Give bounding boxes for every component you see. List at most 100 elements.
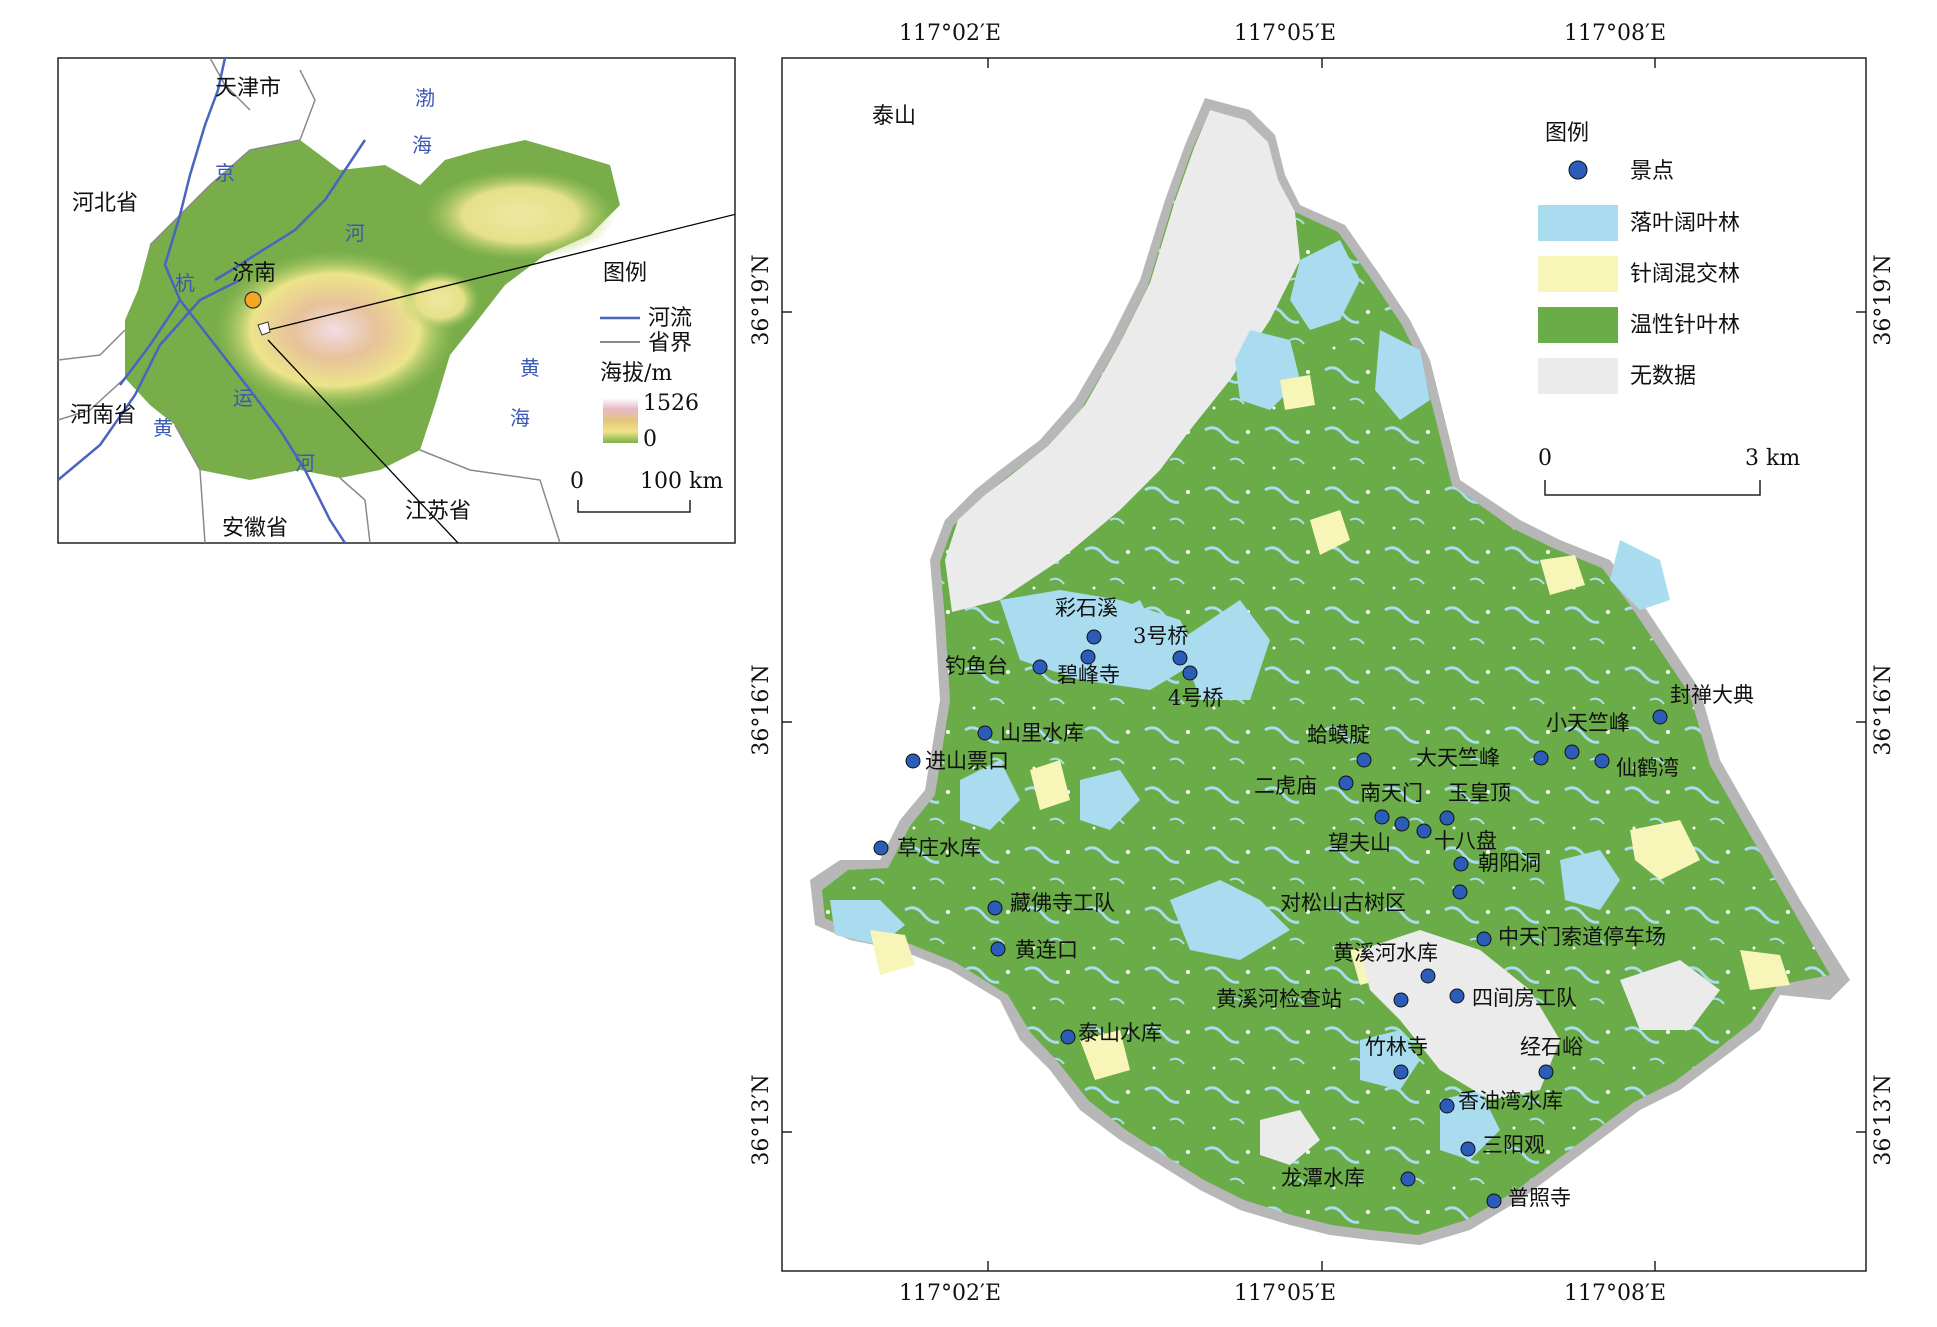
- spot-label: 龙潭水库: [1281, 1166, 1365, 1190]
- spot-marker: 普照寺: [1486, 1186, 1571, 1210]
- axis-right-3: 36°13′N: [1871, 1074, 1896, 1165]
- label-huanghai-1: 黄: [520, 356, 540, 380]
- label-jinghang-4: 运: [233, 386, 253, 410]
- main-scale-3: 3 km: [1745, 446, 1800, 471]
- spot-label: 香油湾水库: [1458, 1089, 1563, 1113]
- label-hebei: 河北省: [72, 191, 138, 216]
- spot-marker: 四间房工队: [1449, 986, 1577, 1010]
- spot-label: 十八盘: [1434, 829, 1497, 853]
- label-bohai-1: 渤: [415, 86, 435, 110]
- no-data-patches: [1260, 930, 1720, 1165]
- axis-ticks: [782, 58, 1866, 1271]
- spot-marker: 藏佛寺工队: [987, 891, 1115, 916]
- callout-line-top: [267, 213, 735, 331]
- spot-label: 进山票口: [925, 749, 1009, 773]
- spot-label: 竹林寺: [1365, 1035, 1428, 1059]
- spot-label: 南天门: [1360, 781, 1423, 805]
- inset-scale-bar: [577, 500, 691, 513]
- spot-label: 玉皇顶: [1448, 781, 1511, 805]
- spot-label: 望夫山: [1328, 831, 1391, 855]
- axis-left-3: 36°13′N: [749, 1074, 774, 1165]
- spot-marker: 大天竺峰: [1416, 746, 1549, 770]
- label-jiangsu: 江苏省: [405, 499, 471, 524]
- label-bohai-2: 海: [412, 133, 432, 157]
- spot-marker: 望夫山: [1328, 816, 1410, 855]
- spot-label: 彩石溪: [1055, 596, 1118, 620]
- spot-label: 对松山古树区: [1280, 891, 1406, 915]
- spot-marker: 对松山古树区: [1280, 884, 1468, 915]
- spot-label: 四间房工队: [1472, 986, 1577, 1010]
- spot-label: 3号桥: [1133, 624, 1188, 648]
- legend-mixed-label: 针阔混交林: [1630, 262, 1740, 287]
- legend-nodata-label: 无数据: [1630, 364, 1696, 389]
- spot-marker: 彩石溪: [1055, 596, 1118, 645]
- legend-border-label: 省界: [648, 331, 692, 356]
- axis-left-2: 36°16′N: [749, 664, 774, 755]
- inset-legend-title: 图例: [603, 261, 647, 286]
- spot-label: 中天门索道停车场: [1498, 925, 1666, 949]
- inset-legend: 图例 河流 省界 海拔/m 1526 0 0 100 km: [570, 261, 723, 513]
- spot-marker: 经石峪: [1520, 1035, 1583, 1080]
- spot-label: 经石峪: [1520, 1035, 1583, 1059]
- spot-marker: 中天门索道停车场: [1476, 925, 1666, 949]
- label-jinghang-5: 河: [295, 451, 315, 475]
- spot-label: 蛤蟆腚: [1307, 723, 1370, 747]
- spot-label: 普照寺: [1508, 1186, 1571, 1210]
- legend-spot-label: 景点: [1630, 159, 1674, 184]
- spot-label: 朝阳洞: [1478, 851, 1541, 875]
- legend-deciduous-label: 落叶阔叶林: [1630, 211, 1740, 236]
- axis-bottom-2: 117°05′E: [1234, 1281, 1336, 1306]
- spot-label: 黄溪河检查站: [1216, 987, 1342, 1011]
- spot-marker: 黄连口: [990, 938, 1078, 962]
- spot-marker: 钓鱼台: [945, 654, 1048, 678]
- spot-marker: 蛤蟆腚: [1307, 723, 1372, 768]
- main-scale-bar: [1544, 480, 1761, 496]
- scenic-spots: 彩石溪 3号桥 钓鱼台 碧峰寺 4号桥 山里水库 进山票口 草庄水库 藏佛寺工队…: [873, 596, 1754, 1210]
- spot-label: 二虎庙: [1254, 774, 1317, 798]
- label-jinghang-1: 京: [215, 161, 235, 185]
- legend-spot-swatch: [1568, 160, 1588, 180]
- spot-marker: 4号桥: [1168, 665, 1223, 710]
- legend-elev-title: 海拔/m: [600, 361, 672, 386]
- spot-marker: 泰山水库: [1060, 1021, 1162, 1045]
- province-borders: [58, 58, 561, 543]
- main-legend: 图例 景点 落叶阔叶林 针阔混交林 温性针叶林 无数据 0 3 km: [1538, 121, 1800, 496]
- legend-elev-ramp: [603, 398, 638, 443]
- axis-right-2: 36°16′N: [1871, 664, 1896, 755]
- legend-deciduous-swatch: [1538, 205, 1618, 241]
- inset-map: 天津市 河北省 河南省 安徽省 江苏省 济南 渤 海 京 河 杭 运 河 黄 黄…: [57, 57, 736, 544]
- callout-line-bottom: [267, 339, 459, 543]
- spot-label: 黄溪河水库: [1333, 941, 1438, 965]
- label-jinghang-2: 河: [345, 221, 365, 245]
- relief-central: [215, 250, 455, 410]
- axis-left-1: 36°19′N: [749, 254, 774, 345]
- spot-marker: 香油湾水库: [1439, 1089, 1563, 1114]
- inset-scale-0: 0: [570, 469, 584, 494]
- legend-river-label: 河流: [648, 306, 692, 331]
- jinan-marker: [244, 291, 262, 309]
- deciduous-patches: [830, 240, 1670, 1160]
- spot-marker: 龙潭水库: [1281, 1166, 1416, 1190]
- label-tianjin: 天津市: [215, 76, 281, 101]
- spot-label: 藏佛寺工队: [1010, 891, 1115, 915]
- axis-top-2: 117°05′E: [1234, 21, 1336, 46]
- spot-marker: 玉皇顶: [1439, 781, 1511, 826]
- spot-label: 山里水库: [1000, 721, 1084, 745]
- spot-label: 大天竺峰: [1416, 746, 1500, 770]
- axis-top-1: 117°02′E: [899, 21, 1001, 46]
- mixed-patches: [870, 375, 1790, 1080]
- spot-label: 4号桥: [1168, 686, 1223, 710]
- spot-marker: 黄溪河水库: [1333, 941, 1438, 984]
- spot-label: 三阳观: [1482, 1133, 1545, 1157]
- legend-elev-min: 0: [643, 427, 657, 452]
- label-yellow-river: 黄: [153, 416, 173, 440]
- label-jinan: 济南: [232, 261, 276, 286]
- main-legend-title: 图例: [1545, 121, 1589, 146]
- no-data-region: [945, 110, 1300, 612]
- legend-mixed-swatch: [1538, 256, 1618, 292]
- spot-label: 钓鱼台: [945, 654, 1008, 678]
- spot-marker: 十八盘: [1416, 823, 1497, 853]
- axis-right-1: 36°19′N: [1871, 254, 1896, 345]
- spot-marker: 3号桥: [1133, 624, 1188, 666]
- spot-label: 草庄水库: [897, 836, 981, 860]
